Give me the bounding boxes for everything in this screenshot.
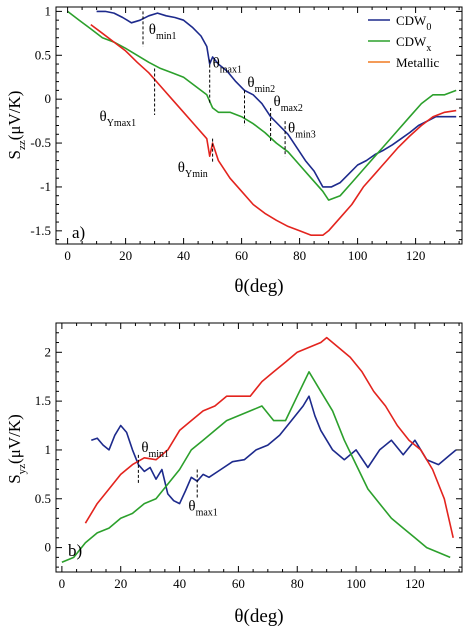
x-tick-label-a: 120 bbox=[406, 248, 426, 263]
x-tick-label-b: 120 bbox=[405, 576, 425, 591]
panel-a: 0 20 40 60 80 100 120 -1.5 -1 -0.5 0 0.5 1 θ(deg) Szz(… bbox=[5, 3, 463, 297]
annotation-max1-a: θmax1 bbox=[213, 56, 242, 76]
x-tick-label-b: 100 bbox=[346, 576, 366, 591]
panel-b: 0 20 40 60 80 100 120 0 0.5 1 1.5 2 θ(deg) Syz(μV/K) b… bbox=[5, 322, 463, 627]
series-line-cdw0-b bbox=[91, 395, 457, 505]
x-axis-label-a: θ(deg) bbox=[234, 276, 283, 297]
annotation-max2-a: θmax2 bbox=[274, 94, 303, 114]
y-axis-label-b: Syz(μV/K) bbox=[5, 414, 28, 484]
x-tick-label-a: 60 bbox=[235, 248, 248, 263]
x-tick-label-b: 0 bbox=[59, 576, 66, 591]
x-tick-label-b: 40 bbox=[173, 576, 186, 591]
y-tick-label-a: 0 bbox=[45, 91, 52, 106]
panel-label-a: a) bbox=[72, 223, 85, 242]
series-line-metallic-b bbox=[84, 336, 454, 538]
legend-label-cdwx: CDWx bbox=[396, 34, 431, 54]
x-tick-label-b: 20 bbox=[114, 576, 127, 591]
y-tick-label-a: -1 bbox=[40, 179, 51, 194]
x-axis-label-b: θ(deg) bbox=[234, 606, 283, 627]
x-tick-label-a: 80 bbox=[293, 248, 306, 263]
x-tick-label-a: 0 bbox=[64, 248, 71, 263]
y-tick-label-b: 0 bbox=[45, 540, 52, 555]
y-tick-label-a: 1 bbox=[45, 3, 52, 18]
y-tick-label-a: -0.5 bbox=[30, 135, 51, 150]
series-line-cdwx-b bbox=[61, 370, 451, 563]
x-tick-label-b: 60 bbox=[232, 576, 245, 591]
y-tick-label-a: -1.5 bbox=[30, 223, 51, 238]
plot-frame-b bbox=[55, 322, 463, 573]
y-tick-label-b: 1.5 bbox=[35, 393, 51, 408]
annotation-min3-a: θmin3 bbox=[288, 121, 316, 141]
legend-label-metallic_legend: Metallic bbox=[396, 55, 440, 70]
y-tick-label-b: 1 bbox=[45, 442, 52, 457]
panel-label-b: b) bbox=[68, 541, 82, 560]
annotation-min1-a: θmin1 bbox=[149, 22, 177, 42]
x-tick-label-a: 40 bbox=[177, 248, 190, 263]
annotation-min1-b: θmin1 bbox=[141, 440, 169, 460]
series-line-cdwx-a bbox=[67, 10, 457, 201]
y-axis-label-a: Szz(μV/K) bbox=[5, 91, 28, 160]
annotation-max1-b: θmax1 bbox=[188, 498, 217, 518]
series-line-cdw0-a bbox=[96, 10, 457, 188]
y-tick-label-a: 0.5 bbox=[35, 47, 51, 62]
x-tick-label-a: 20 bbox=[119, 248, 132, 263]
x-tick-label-a: 100 bbox=[348, 248, 368, 263]
y-tick-label-b: 0.5 bbox=[35, 491, 51, 506]
annotation-min2-a: θmin2 bbox=[247, 75, 275, 95]
legend-label-cdw0: CDW0 bbox=[396, 13, 431, 33]
y-tick-label-b: 2 bbox=[45, 344, 52, 359]
annotation-ymax1-a: θYmax1 bbox=[100, 109, 137, 129]
annotation-ymin-a: θYmin bbox=[178, 160, 208, 180]
x-tick-label-b: 80 bbox=[291, 576, 304, 591]
series-line-metallic-a bbox=[90, 23, 457, 236]
